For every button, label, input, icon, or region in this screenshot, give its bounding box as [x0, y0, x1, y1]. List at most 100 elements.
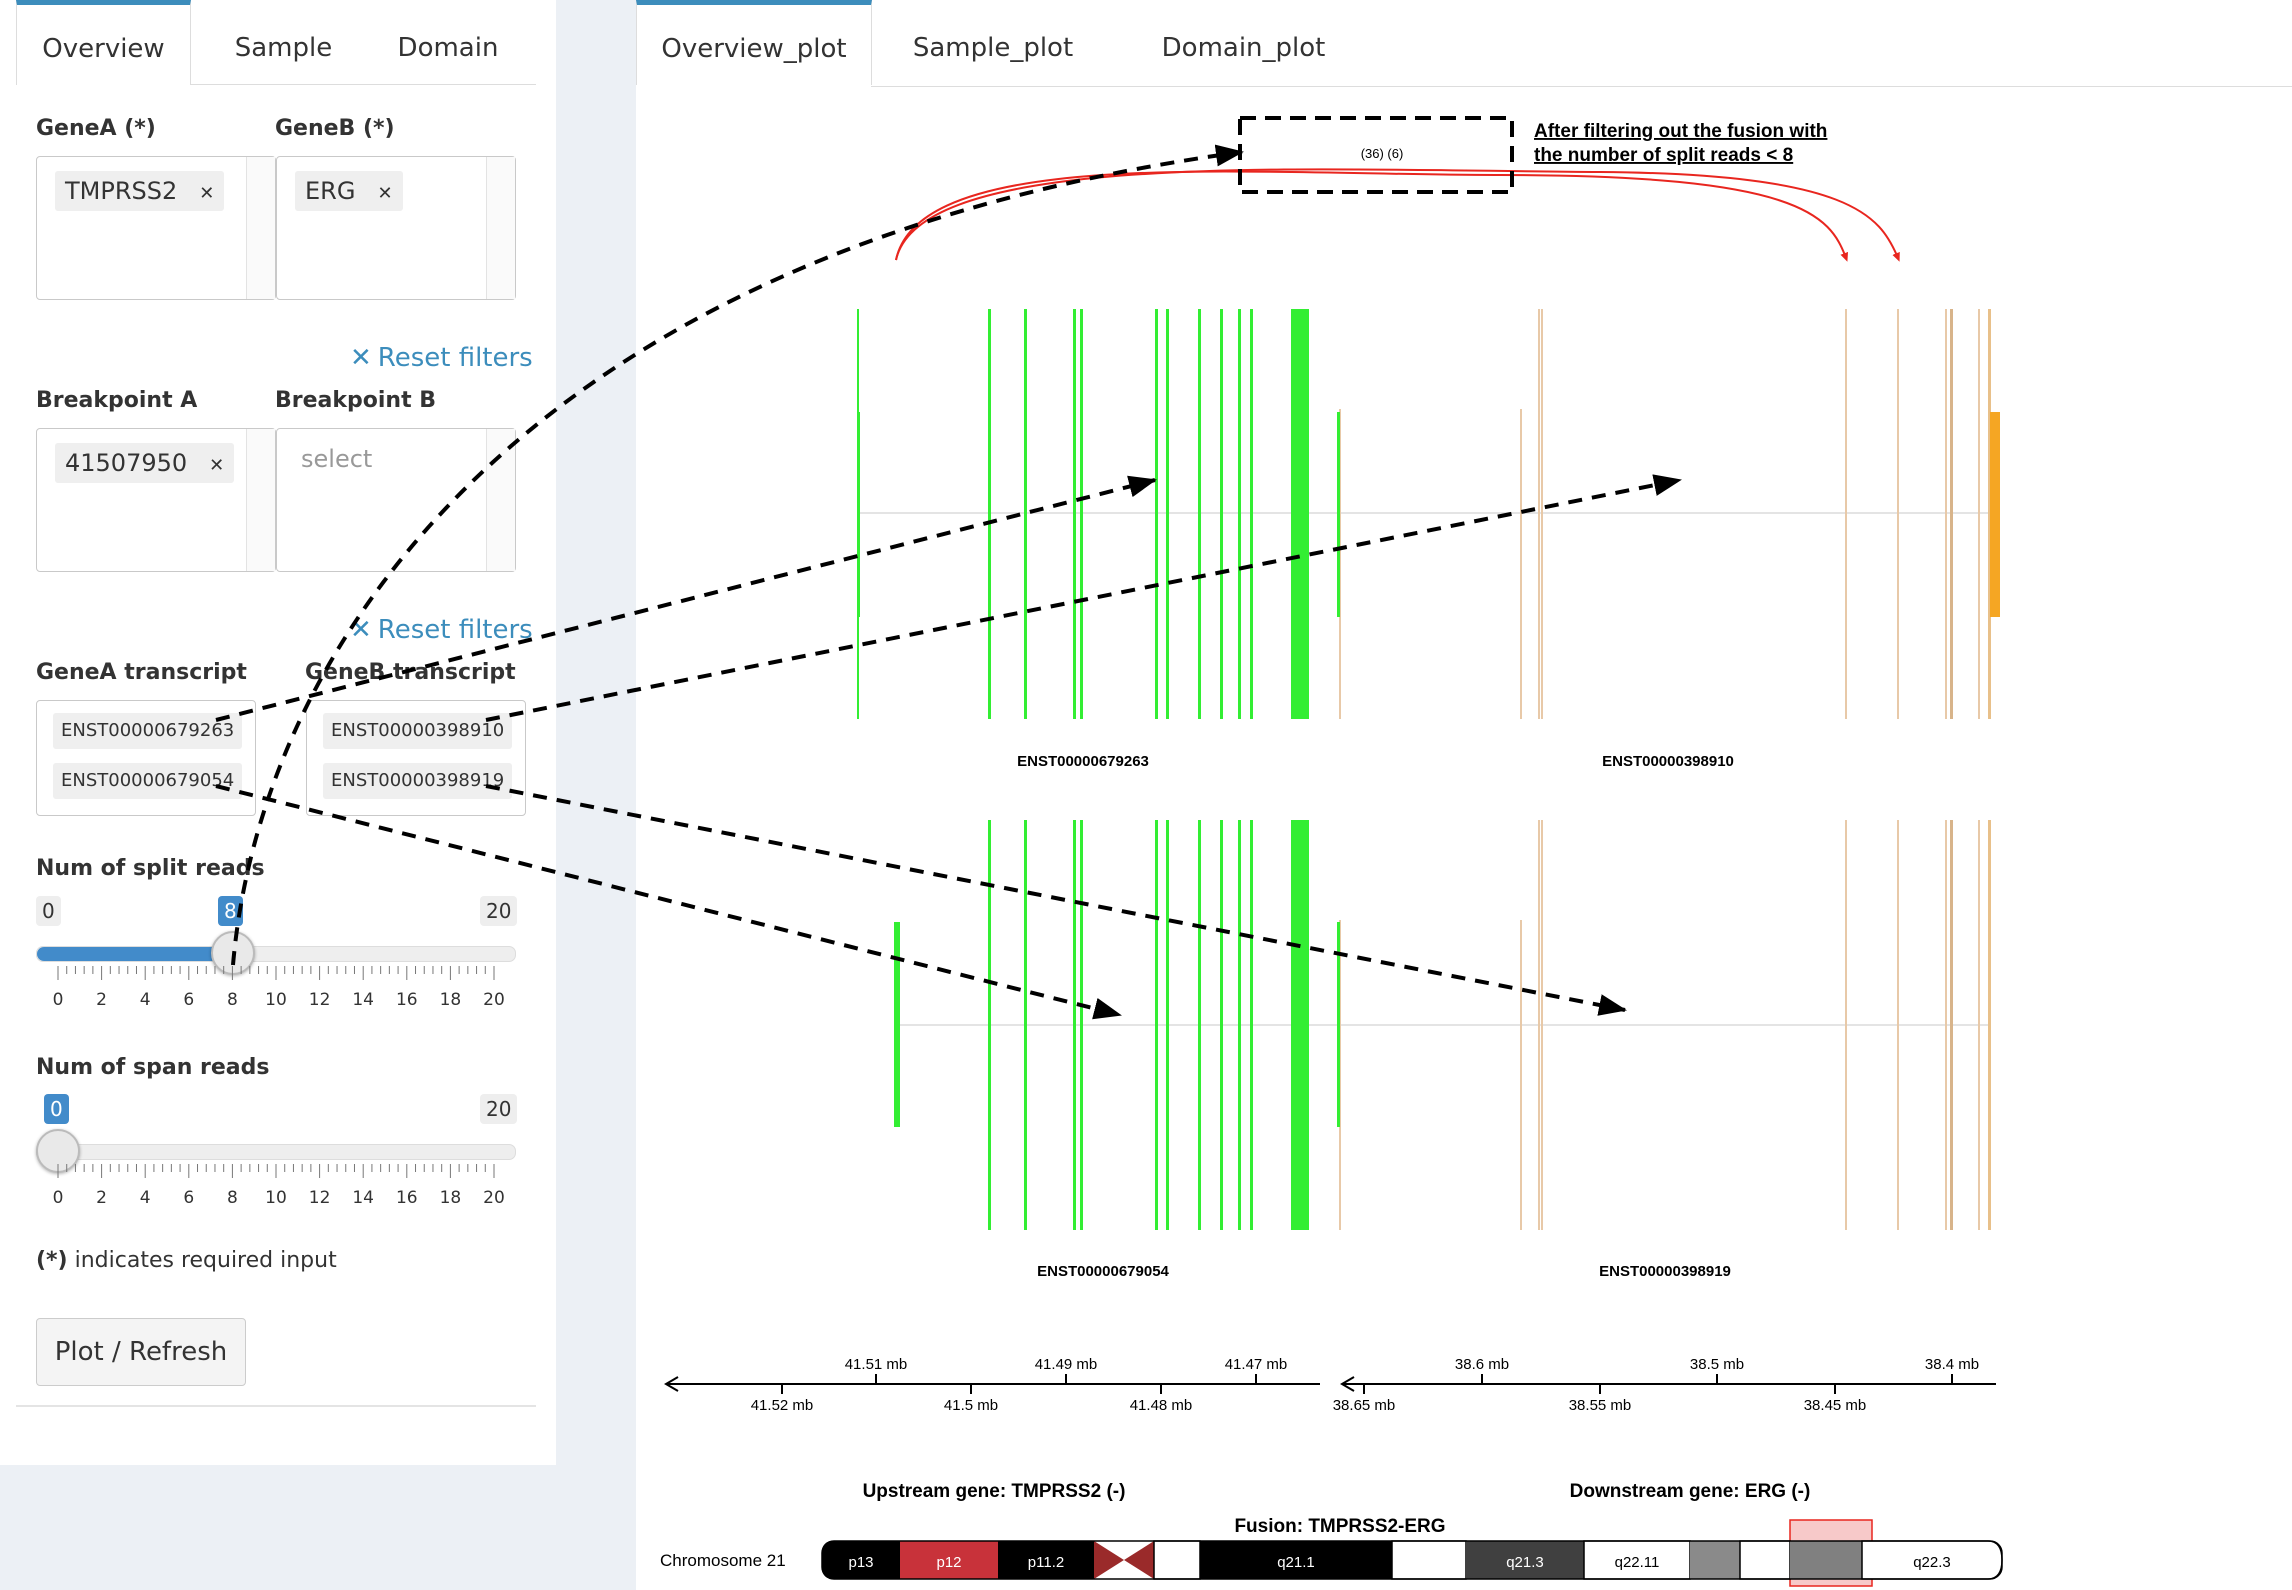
exon-gene-a: [1166, 820, 1169, 1230]
junction-arc: [895, 168, 1900, 262]
slider-tick-label: 16: [395, 990, 418, 1010]
geneb-transcript-chip[interactable]: ENST00000398910: [323, 713, 513, 749]
span-reads-grid: [57, 1164, 495, 1178]
tab-sample-plot[interactable]: Sample_plot: [912, 33, 1074, 63]
remove-icon[interactable]: ✕: [199, 183, 215, 204]
breakpoint-b-scrollbar[interactable]: [486, 429, 515, 571]
exon-gene-a: [1073, 309, 1076, 719]
geneb-label: GeneB (*): [275, 116, 395, 141]
plot-refresh-button[interactable]: Plot / Refresh: [36, 1318, 246, 1386]
geneb-select[interactable]: ERG ✕: [276, 156, 516, 300]
geneb-scrollbar[interactable]: [486, 157, 515, 299]
transcript-label-bottom-b: ENST00000398919: [1599, 1263, 1731, 1280]
slider-tick-label: 2: [96, 990, 107, 1010]
exon-gene-b: [1538, 820, 1540, 1230]
centromere: [1094, 1541, 1124, 1579]
tab-overview[interactable]: Overview: [16, 0, 191, 85]
slider-tick-label: 18: [439, 990, 462, 1010]
exon-gene-a: [1220, 820, 1223, 1230]
exon-gene-b: [1845, 820, 1847, 1230]
band: [822, 1541, 900, 1579]
genea-value: TMPRSS2: [65, 177, 178, 205]
genea-select[interactable]: TMPRSS2 ✕: [36, 156, 276, 300]
axis-ticks: [781, 1374, 1953, 1394]
genea-label: GeneA (*): [36, 116, 156, 141]
exon-gene-a: [1024, 820, 1027, 1230]
exon-gene-a: [988, 309, 991, 719]
geneb-chip[interactable]: ERG ✕: [295, 171, 403, 211]
slider-tick-label: 20: [483, 990, 505, 1010]
band-label: q21.3: [1506, 1554, 1544, 1571]
exon-gene-b: [1897, 820, 1899, 1230]
split-reads-max: 20: [480, 896, 518, 926]
exon-gene-b: [1541, 820, 1543, 1230]
axis-arrow-right: [1340, 1376, 1355, 1392]
geneb-transcript-chip[interactable]: ENST00000398919: [323, 763, 513, 799]
axis-label: 41.47 mb: [1225, 1356, 1288, 1373]
band-label: q22.3: [1913, 1554, 1951, 1571]
band-label: p11.2: [1028, 1554, 1064, 1571]
exon-gene-a: [1080, 309, 1083, 719]
exon-gene-b: [1845, 309, 1847, 719]
exon-gene-a: [894, 922, 900, 1127]
axis-label: 38.65 mb: [1333, 1397, 1396, 1414]
slider-tick-label: 12: [308, 990, 331, 1010]
exon-gene-a: [1155, 309, 1158, 719]
axis-label: 41.48 mb: [1130, 1397, 1193, 1414]
exon-gene-a: [1337, 922, 1340, 1127]
reset-filters-link-1[interactable]: ✕ Reset filters: [350, 343, 533, 373]
slider-tick-label: 10: [265, 990, 287, 1010]
split-reads-handle[interactable]: [211, 931, 255, 975]
exon-gene-b: [1988, 309, 1991, 719]
breakpoint-a-scrollbar[interactable]: [246, 429, 275, 571]
genea-scrollbar[interactable]: [246, 157, 275, 299]
tab-overview-plot[interactable]: Overview_plot: [636, 0, 872, 85]
exon-gene-a: [1238, 820, 1241, 1230]
slider-tick-label: 14: [352, 990, 374, 1010]
transcript-label-top-a: ENST00000679263: [1017, 753, 1149, 770]
remove-icon[interactable]: ✕: [377, 183, 393, 204]
slider-tick-label: 12: [308, 1188, 331, 1208]
transcript-label-bottom-a: ENST00000679054: [1037, 1263, 1169, 1280]
slider-tick-label: 2: [96, 1188, 107, 1208]
slider-tick-label: 20: [483, 1188, 505, 1208]
slider-tick-label: 8: [226, 1188, 238, 1208]
exon-gene-b: [1978, 309, 1980, 719]
genea-transcript-chip[interactable]: ENST00000679054: [53, 763, 243, 799]
slider-tick-label: 18: [439, 1188, 462, 1208]
breakpoint-a-chip[interactable]: 41507950 ✕: [55, 443, 235, 483]
required-text: indicates required input: [67, 1248, 337, 1273]
junction-counts: (36) (6): [1361, 146, 1404, 161]
genea-chip[interactable]: TMPRSS2 ✕: [55, 171, 225, 211]
centromere: [1124, 1541, 1154, 1579]
exon-gene-b: [1950, 309, 1953, 719]
breakpoint-a-select[interactable]: 41507950 ✕: [36, 428, 276, 572]
axis-label: 41.49 mb: [1035, 1356, 1098, 1373]
tab-sample[interactable]: Sample: [234, 33, 333, 63]
band: [1153, 1540, 1201, 1580]
transcript-arrow: [485, 474, 1682, 722]
exon-gene-b: [1897, 309, 1899, 719]
transcript-arrow: [215, 475, 1157, 722]
exon-gene-a: [1080, 820, 1083, 1230]
tab-divider: [190, 84, 536, 85]
exon-gene-a: [1337, 412, 1340, 617]
tab-domain-plot[interactable]: Domain_plot: [1161, 33, 1326, 63]
breakpoint-b-select[interactable]: select: [276, 428, 516, 572]
band-label: q22.11: [1615, 1554, 1660, 1571]
band: [1739, 1540, 1791, 1580]
reset-label: Reset filters: [377, 343, 533, 373]
tab-domain[interactable]: Domain: [397, 33, 499, 63]
slider-tick-label: 6: [183, 990, 195, 1010]
genea-transcript-chip[interactable]: ENST00000679263: [53, 713, 243, 749]
remove-icon[interactable]: ✕: [209, 455, 225, 476]
exon-gene-a: [1198, 820, 1201, 1230]
exon-gene-b: [1541, 309, 1543, 719]
span-reads-label: Num of span reads: [36, 1055, 270, 1080]
annotation-line-2: the number of split reads < 8: [1534, 145, 1793, 166]
band: [1200, 1541, 1392, 1579]
split-reads-grid: [57, 966, 495, 980]
band-label: p13: [848, 1554, 873, 1571]
exon-gene-a: [1250, 309, 1253, 719]
